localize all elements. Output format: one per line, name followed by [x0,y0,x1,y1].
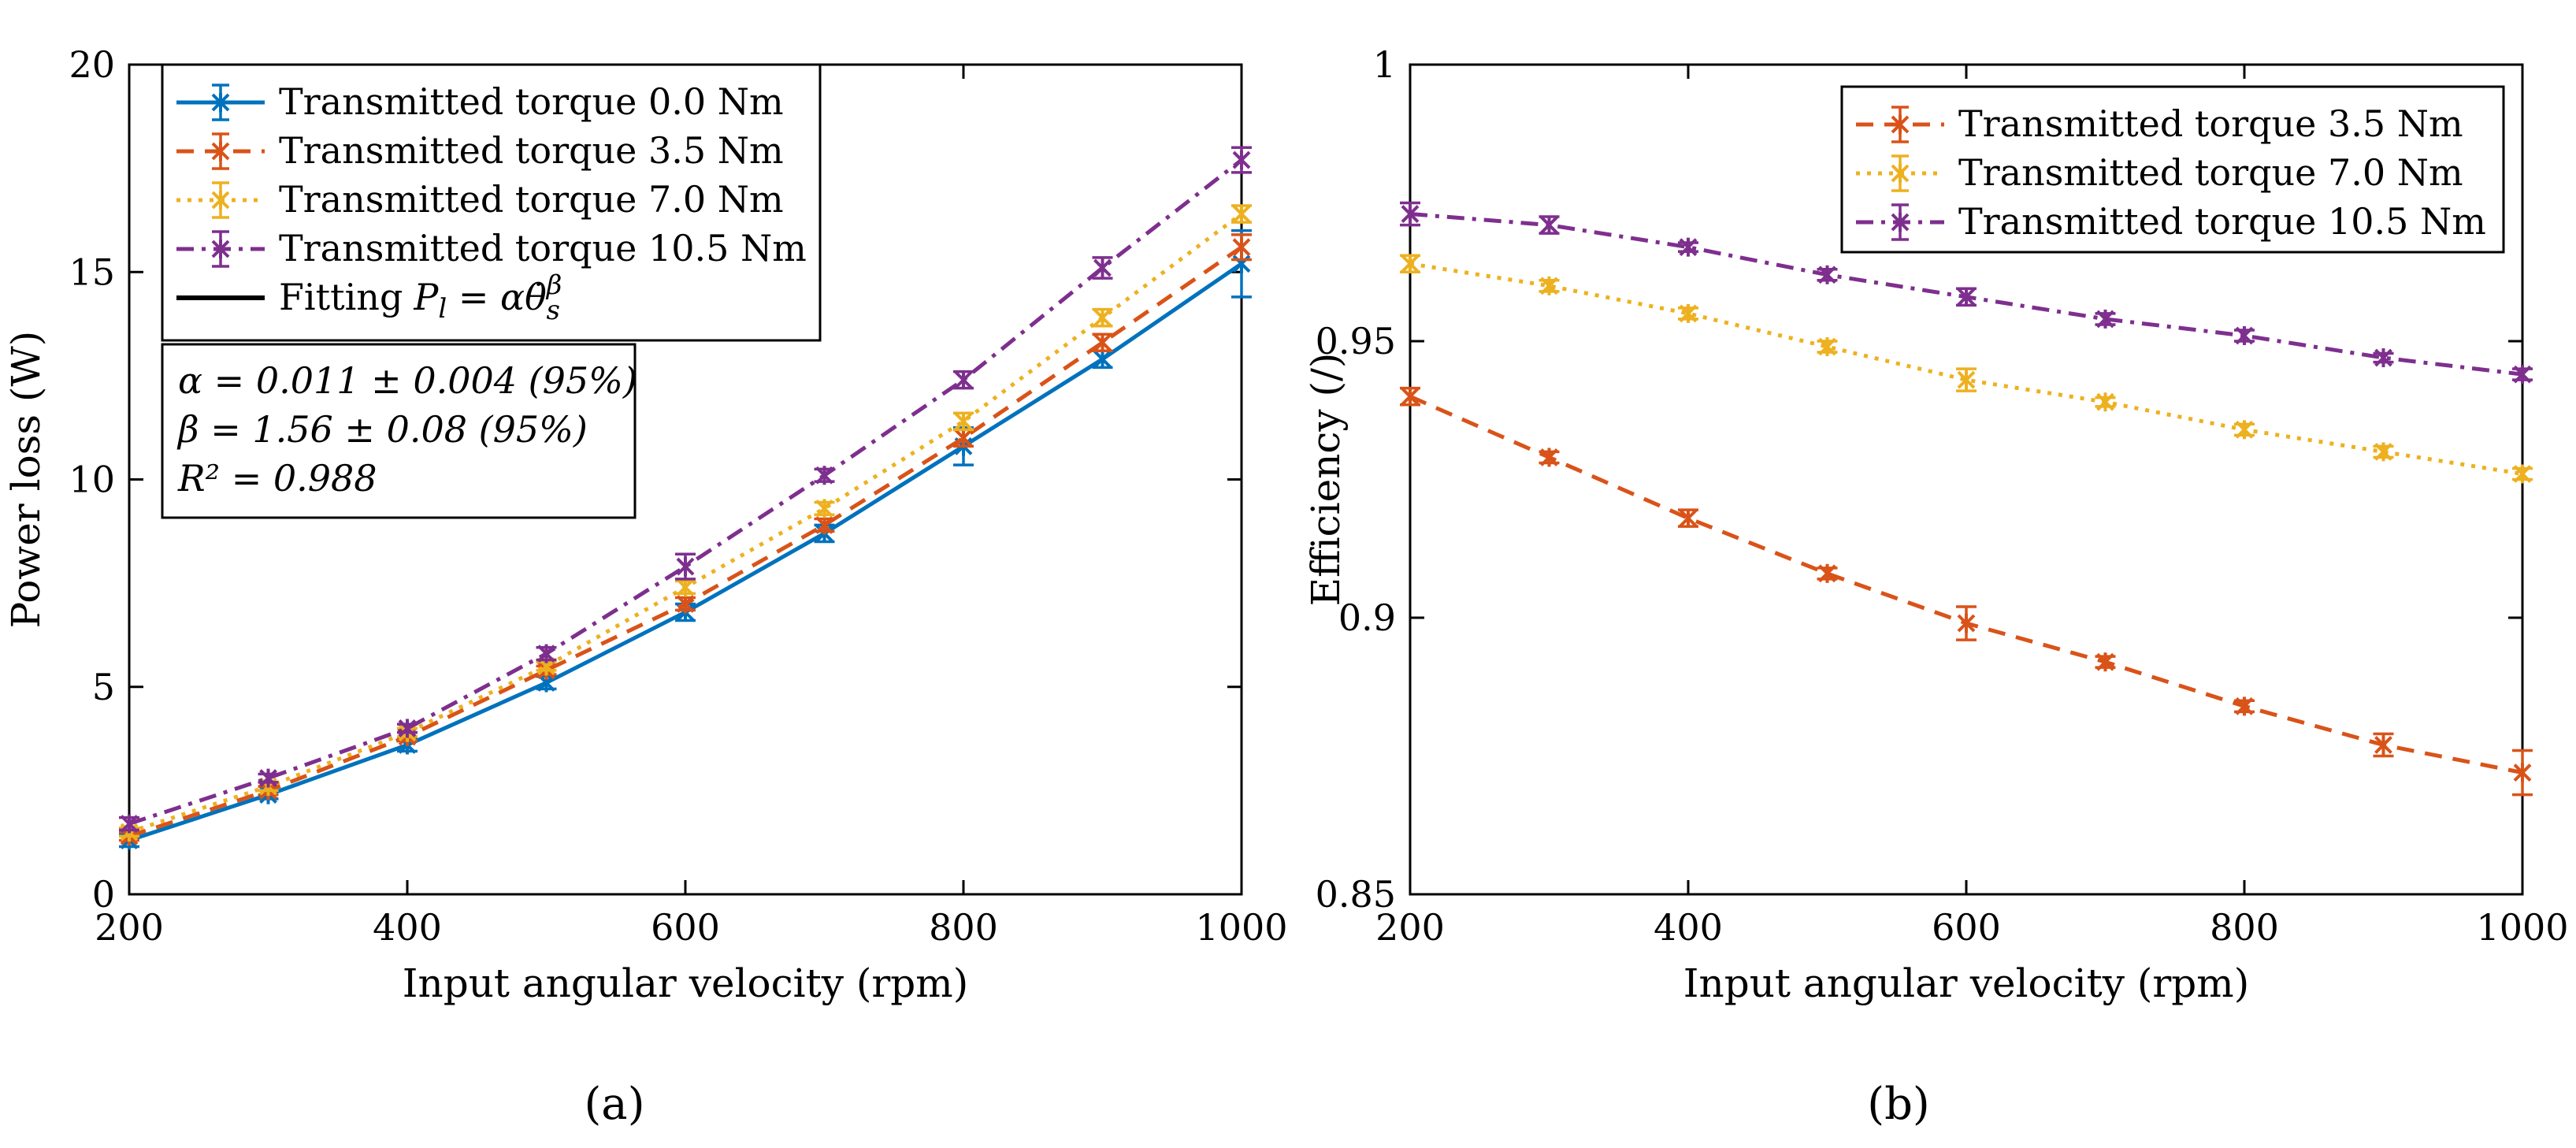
x-axis-label: Input angular velocity (rpm) [403,960,968,1006]
x-tick-label: 200 [95,906,164,949]
legend-fit-formula-lhs: P [413,276,439,318]
y-tick-label: 20 [69,43,115,86]
series-2 [1400,201,2533,385]
y-tick-label: 0.9 [1338,596,1396,639]
x-tick-label: 200 [1375,906,1445,949]
legend-fit-formula-exp: β [545,269,562,301]
legend-label: Transmitted torque 3.5 Nm [1958,102,2463,145]
series-1 [1400,254,2533,484]
x-tick-label: 600 [1932,906,2001,949]
series-0 [1400,386,2533,797]
fit-stats-line: β = 1.56 ± 0.08 (95%) [176,408,588,451]
legend-a: Transmitted torque 0.0 Nm Transmitted tor… [161,63,822,342]
x-tick-label: 800 [2210,906,2279,949]
y-tick-label: 0.85 [1316,873,1396,916]
legend-fit-formula-eq: = [447,276,500,318]
panel-label: (b) [1867,1079,1930,1130]
x-axis-label: Input angular velocity (rpm) [1683,960,2249,1006]
legend-fit-formula-theta: θ̇ [525,276,547,318]
series-line [128,158,1243,826]
legend-label: Transmitted torque 10.5 Nm [279,227,807,269]
y-tick-label: 15 [69,251,115,293]
x-tick-label: 1000 [2476,906,2568,949]
series-line [1409,394,2523,775]
chart-a: 200 400 600 800 1000 0 5 10 15 20 Input angular ve… [3,43,1288,1130]
panel-label: (a) [584,1079,644,1130]
legend-fit-label: Fitting Pl = αθ̇β s [279,269,562,326]
legend-label: Transmitted torque 0.0 Nm [279,80,784,123]
y-axis-label: Efficiency (/) [1303,353,1349,607]
fit-stats-line: α = 0.011 ± 0.004 (95%) [178,359,637,402]
legend-label: Transmitted torque 3.5 Nm [279,129,784,172]
fit-stats-border [161,343,637,519]
legend-box [1840,85,2505,254]
y-axis-label: Power loss (W) [3,331,49,629]
legend-label: Transmitted torque 7.0 Nm [279,178,784,221]
x-tick-label: 800 [929,906,998,949]
y-tick-label: 0 [92,873,115,916]
y-tick-label: 0.95 [1316,320,1396,362]
legend-label: Transmitted torque 10.5 Nm [1958,200,2486,243]
legend-fit-formula-lhs-sub: l [438,293,447,325]
chart-b: 200 400 600 800 1000 0.85 0.9 0.95 1 Input angula… [1303,43,2569,1130]
legend-fit-name: Fitting [279,276,403,318]
fit-stats-line: R² = 0.988 [177,457,377,500]
y-tick-label: 5 [92,666,115,708]
x-tick-label: 400 [373,906,442,949]
legend-box [161,63,822,342]
series-line [1409,262,2523,476]
legend-b: Transmitted torque 3.5 Nm Transmitted tor… [1840,85,2505,254]
legend-fit-formula-alpha: α [500,276,525,318]
legend-fit-formula-theta-sub: s [546,295,559,326]
x-tick-label: 400 [1654,906,1723,949]
fit-stats-box: α = 0.011 ± 0.004 (95%) β = 1.56 ± 0.08 (… [161,343,637,519]
x-tick-label: 600 [651,906,720,949]
legend-label: Transmitted torque 7.0 Nm [1958,151,2463,194]
y-tick-label: 1 [1373,43,1396,86]
x-tick-label: 1000 [1195,906,1287,949]
y-tick-label: 10 [69,459,115,501]
series-3 [119,146,1252,834]
